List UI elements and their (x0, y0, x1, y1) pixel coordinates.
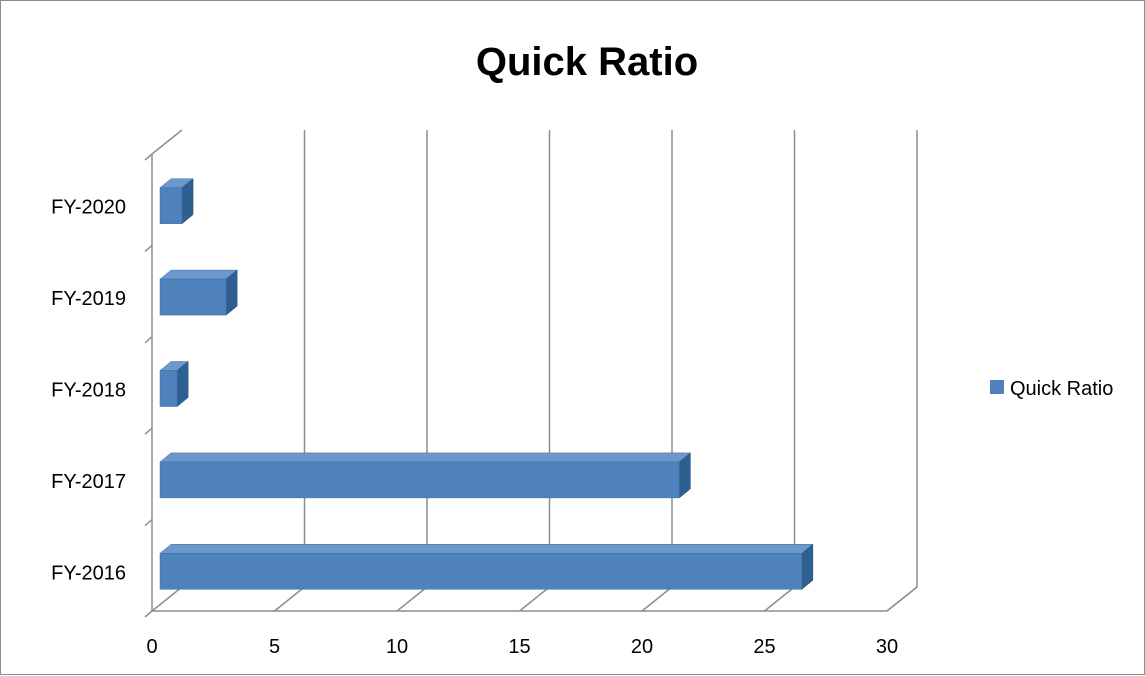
y-tick-mark (144, 244, 153, 252)
x-tick-label: 5 (269, 636, 280, 658)
x-tick-label: 30 (876, 636, 898, 658)
y-tick-label: FY-2017 (51, 471, 126, 493)
chart-title: Quick Ratio (476, 40, 698, 84)
bar-front (159, 553, 803, 590)
y-tick-label: FY-2016 (51, 562, 126, 584)
bar-top (159, 544, 814, 554)
y-tick-mark (144, 153, 153, 161)
legend-label: Quick Ratio (1010, 378, 1113, 400)
chart-floor (151, 129, 918, 612)
y-tick-mark (144, 427, 153, 435)
y-tick-label: FY-2020 (51, 197, 126, 219)
legend: Quick Ratio (990, 378, 1113, 400)
x-tick-label: 10 (386, 636, 408, 658)
bar-front (159, 278, 227, 316)
floor-gridline (519, 586, 550, 612)
bar-fy-2016 (159, 543, 814, 590)
floor-gridline (151, 586, 183, 612)
bar-fy-2020 (159, 178, 194, 225)
floor-gridline (641, 586, 673, 612)
bar-front (159, 370, 178, 407)
y-tick-label: FY-2018 (51, 380, 126, 402)
y-tick-label: FY-2019 (51, 288, 126, 310)
bar-top (159, 269, 238, 280)
bar-fy-2019 (159, 269, 238, 316)
x-tick-label: 20 (631, 636, 653, 658)
x-tick-label: 0 (146, 636, 157, 658)
bar-fy-2018 (159, 360, 189, 408)
floor-gridline (764, 586, 795, 612)
y-tick-mark (144, 519, 153, 527)
y-tick-mark (144, 610, 153, 618)
floor-gridline (886, 586, 918, 612)
x-tick-label: 15 (508, 636, 530, 658)
bars (159, 178, 814, 590)
bar-fy-2017 (159, 452, 692, 499)
bar-front (159, 461, 680, 499)
bar-top (159, 452, 692, 463)
y-tick-mark (144, 336, 153, 344)
floor-gridline (274, 586, 305, 612)
floor-gridline (396, 586, 428, 612)
grid-lines (151, 130, 918, 612)
left-wall-top-edge (151, 129, 183, 155)
x-tick-label: 25 (753, 636, 775, 658)
legend-swatch (990, 380, 1004, 394)
value-axis: 0 5 10 15 20 25 30 (146, 636, 898, 658)
bar-front (159, 187, 183, 224)
category-axis: FY-2016 FY-2017 FY-2018 FY-2019 FY-2020 (51, 153, 153, 618)
